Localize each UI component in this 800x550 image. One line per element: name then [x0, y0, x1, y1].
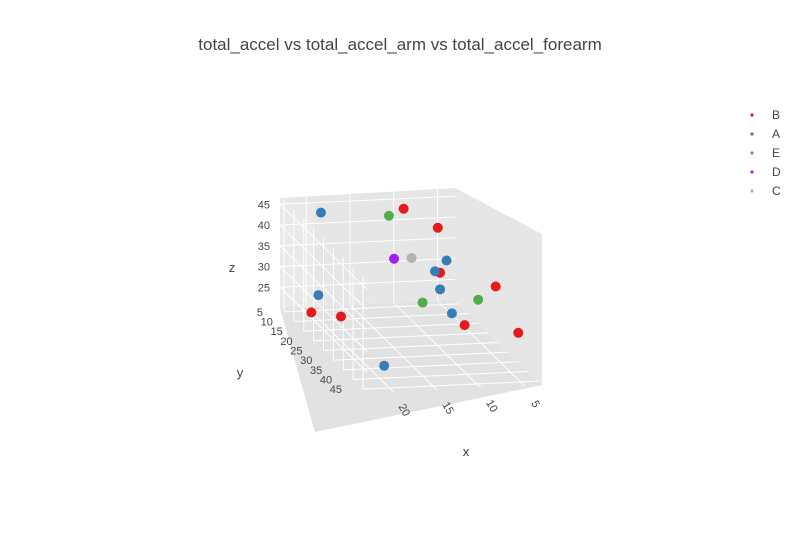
scene[interactable] [279, 188, 542, 432]
y-tick-label: 45 [330, 384, 342, 396]
z-axis-title: z [229, 260, 236, 275]
data-point-A [315, 207, 326, 218]
data-point-B [513, 327, 524, 338]
data-point-D [389, 253, 400, 264]
legend-marker [750, 151, 754, 155]
x-tick-labels: 20 15 10 5 [396, 398, 542, 419]
legend-label: E [772, 146, 780, 160]
x-tick-label: 10 [483, 398, 500, 415]
x-tick-label: 5 [528, 399, 541, 410]
gridline-z-left [279, 245, 368, 332]
legend-label: C [772, 184, 781, 198]
legend-marker [750, 170, 754, 174]
y-tick-label: 5 [257, 307, 263, 319]
y-tick-label: 25 [290, 346, 302, 358]
gridline-y-floor [353, 370, 529, 380]
x-tick-label: 15 [439, 400, 456, 417]
y-tick-label: 20 [280, 336, 292, 348]
gridline-z-left [279, 286, 368, 373]
legend-marker [750, 189, 754, 193]
legend-label: A [772, 127, 780, 141]
gridline-z-left [279, 203, 368, 290]
data-point-A [441, 255, 452, 266]
x-axis: x 20 15 10 5 [396, 398, 542, 459]
z-tick-label: 45 [258, 199, 270, 211]
legend-item-E[interactable]: E [750, 146, 780, 160]
data-points [306, 203, 524, 371]
data-point-A [313, 290, 324, 301]
legend-item-D[interactable]: D [750, 165, 781, 179]
y-tick-label: 30 [300, 355, 312, 367]
gridline-z-left [279, 266, 368, 352]
data-point-E [383, 210, 394, 221]
data-point-C [406, 252, 417, 263]
y-axis-title: y [237, 365, 244, 380]
chart-title: total_accel vs total_accel_arm vs total_… [198, 35, 601, 54]
legend-label: B [772, 108, 780, 122]
data-point-B [490, 281, 501, 292]
z-tick-label: 30 [258, 262, 270, 274]
data-point-A [435, 284, 446, 295]
gridline-z-back [279, 278, 456, 288]
z-tick-label: 35 [258, 241, 270, 253]
legend-marker [750, 113, 754, 117]
back-wall [280, 188, 542, 385]
data-point-E [417, 297, 428, 308]
data-point-A [446, 308, 457, 319]
legend-item-B[interactable]: B [750, 108, 780, 122]
data-point-E [473, 294, 484, 305]
data-point-B [459, 320, 470, 331]
z-tick-label: 40 [258, 220, 270, 232]
data-point-B [336, 311, 346, 322]
y-tick-label: 40 [320, 374, 332, 386]
gridline-z-back [279, 216, 456, 226]
gridline-z-left [279, 224, 368, 311]
y-tick-label: 15 [270, 326, 282, 338]
data-point-B [432, 222, 443, 233]
data-point-B [398, 203, 409, 214]
legend-label: D [772, 165, 781, 179]
legend-item-A[interactable]: A [750, 127, 780, 141]
x-tick-label: 20 [396, 402, 413, 419]
data-point-B [306, 307, 317, 318]
z-axis: z 25 30 35 40 45 [229, 199, 270, 294]
y-tick-label: 10 [261, 317, 273, 329]
gridline-y-floor [343, 361, 519, 371]
z-tick-labels: 25 30 35 40 45 [258, 199, 270, 294]
gridline-z-back [279, 237, 456, 247]
legend-item-C[interactable]: C [750, 184, 781, 198]
data-point-A [379, 360, 390, 371]
gridline-y-floor [363, 380, 539, 390]
gridline-z-back [279, 258, 456, 268]
x-axis-title: x [463, 444, 470, 459]
gridline-z-back [279, 195, 456, 205]
data-point-A [429, 266, 440, 277]
legend-marker [750, 132, 754, 136]
y-tick-label: 35 [310, 365, 322, 377]
z-tick-label: 25 [258, 282, 270, 294]
